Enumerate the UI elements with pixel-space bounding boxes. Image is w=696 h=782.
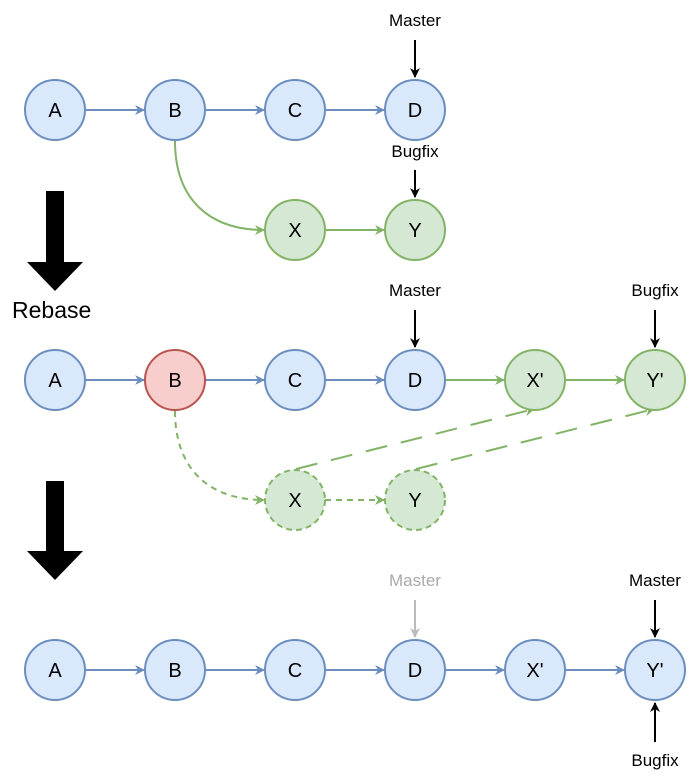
commit-x-prime-3: X' bbox=[504, 639, 566, 701]
commit-y-prime-2: Y' bbox=[624, 349, 686, 411]
commit-b-3-label: B bbox=[168, 660, 181, 682]
edge-b-x-old bbox=[174, 410, 265, 505]
commit-x-old: X bbox=[264, 469, 326, 531]
commit-b-2-label: B bbox=[168, 370, 181, 392]
commit-x-old-label: X bbox=[288, 490, 301, 512]
commit-b-3: B bbox=[144, 639, 206, 701]
commit-a-3: A bbox=[24, 639, 86, 701]
rebase-label: Rebase bbox=[12, 297, 91, 323]
commit-y-old: Y bbox=[384, 469, 446, 531]
commit-a-2: A bbox=[24, 349, 86, 411]
commit-d-label: D bbox=[408, 100, 422, 122]
commit-y-prime-2-label: Y' bbox=[646, 370, 663, 392]
commit-b: B bbox=[144, 79, 206, 141]
bugfix-pointer-label-2: Bugfix bbox=[631, 281, 679, 300]
master-pointer-label-2: Master bbox=[389, 281, 441, 300]
copy-arrow-x-to-xp bbox=[295, 406, 535, 470]
bugfix-pointer-label: Bugfix bbox=[391, 142, 439, 161]
commit-x-prime-3-label: X' bbox=[526, 660, 543, 682]
commit-d-3: D bbox=[384, 639, 446, 701]
commit-b-label: B bbox=[168, 100, 181, 122]
commit-y-label: Y bbox=[408, 220, 421, 242]
commit-c: C bbox=[264, 79, 326, 141]
commit-a-label: A bbox=[48, 100, 62, 122]
commit-b-2-highlighted: B bbox=[144, 349, 206, 411]
result-step-arrow bbox=[27, 481, 83, 580]
commit-a-3-label: A bbox=[48, 660, 62, 682]
master-pointer-label-3: Master bbox=[629, 571, 681, 590]
bugfix-pointer-label-3: Bugfix bbox=[631, 751, 679, 770]
rebase-step-arrow bbox=[27, 191, 83, 291]
stage-2: A B C D X' Y' X Y Master bbox=[24, 281, 686, 531]
commit-x-prime-2: X' bbox=[504, 349, 566, 411]
commit-c-2-label: C bbox=[288, 370, 302, 392]
commit-y-old-label: Y bbox=[408, 490, 421, 512]
old-master-pointer-label: Master bbox=[389, 571, 441, 590]
copy-arrow-y-to-yp bbox=[415, 406, 655, 470]
commit-d-3-label: D bbox=[408, 660, 422, 682]
stage-1: A B C D X Y Master Bugfix bbox=[24, 11, 446, 261]
stage-3: A B C D X' Y' Master Master Bugfix bbox=[24, 571, 686, 770]
commit-x-prime-2-label: X' bbox=[526, 370, 543, 392]
commit-c-3-label: C bbox=[288, 660, 302, 682]
commit-y-prime-3-label: Y' bbox=[646, 660, 663, 682]
commit-y-prime-3: Y' bbox=[624, 639, 686, 701]
commit-d-2-label: D bbox=[408, 370, 422, 392]
commit-c-2: C bbox=[264, 349, 326, 411]
commit-c-3: C bbox=[264, 639, 326, 701]
commit-y: Y bbox=[384, 199, 446, 261]
master-pointer-label: Master bbox=[389, 11, 441, 30]
commit-a-2-label: A bbox=[48, 370, 62, 392]
commit-x-label: X bbox=[288, 220, 301, 242]
commit-c-label: C bbox=[288, 100, 302, 122]
edge-b-x bbox=[174, 140, 265, 235]
commit-a: A bbox=[24, 79, 86, 141]
commit-d-2: D bbox=[384, 349, 446, 411]
commit-d: D bbox=[384, 79, 446, 141]
commit-x: X bbox=[264, 199, 326, 261]
